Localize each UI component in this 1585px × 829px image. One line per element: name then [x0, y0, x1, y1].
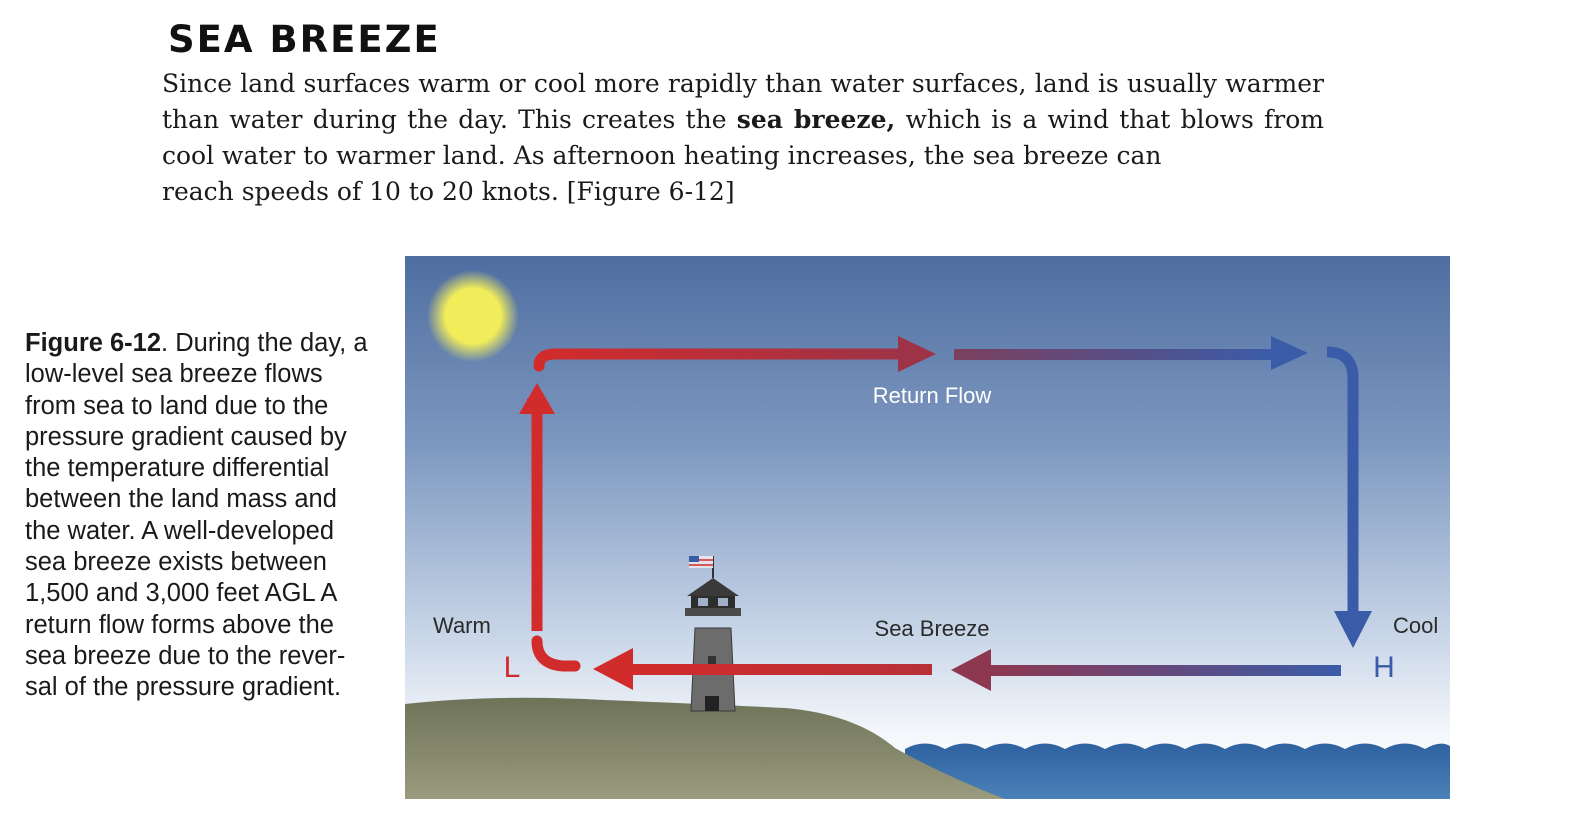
high-pressure-label: H: [1373, 651, 1395, 684]
warm-label: Warm: [433, 613, 491, 638]
sun-icon: [427, 270, 519, 362]
page-heading: SEA BREEZE: [168, 18, 441, 61]
rising-warm-air-arrow: [519, 383, 581, 672]
low-pressure-label: L: [504, 651, 521, 684]
land-mass: [405, 697, 1005, 799]
cool-label: Cool: [1393, 613, 1438, 638]
intro-text-end: which is a wind that blows from cool wat…: [162, 105, 1325, 170]
figure-caption-label: Figure 6-12: [25, 329, 162, 357]
sea-water: [905, 743, 1450, 799]
sea-breeze-figure: Return Flow Sea Breeze Warm Cool L H: [405, 256, 1450, 799]
sea-breeze-diagram: Return Flow Sea Breeze Warm Cool L H: [405, 256, 1450, 799]
intro-last-line: reach speeds of 10 to 20 knots. [Figure …: [162, 177, 735, 206]
intro-paragraph: Since land surfaces warm or cool more ra…: [162, 66, 1324, 210]
sinking-cool-air-arrow: [1326, 346, 1372, 648]
flag-icon: [689, 556, 713, 568]
sea-breeze-arrow: [593, 648, 1341, 691]
sea-breeze-label: Sea Breeze: [875, 616, 990, 641]
intro-bold-term: sea breeze,: [736, 105, 896, 134]
return-flow-label: Return Flow: [873, 383, 992, 408]
return-flow-arrow: [533, 336, 1308, 372]
figure-caption-text: . During the day, a low-level sea breeze…: [25, 329, 368, 702]
figure-caption: Figure 6-12. During the day, a low-level…: [25, 328, 375, 704]
intro-text-start: Since land surfaces warm or cool more ra…: [162, 69, 1324, 134]
